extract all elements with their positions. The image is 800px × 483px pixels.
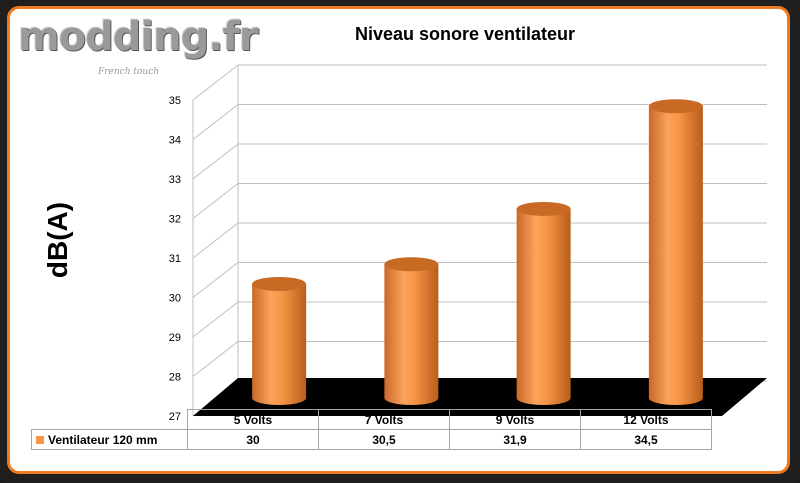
grid-line bbox=[192, 262, 767, 298]
y-tick-label: 28 bbox=[169, 372, 181, 384]
data-table-series-row: Ventilateur 120 mm 30 30,5 31,9 34,5 bbox=[31, 429, 712, 450]
bar-top bbox=[648, 99, 703, 114]
grid-line bbox=[192, 104, 767, 140]
grid-line bbox=[192, 143, 767, 180]
grid-line bbox=[192, 183, 767, 219]
data-table: 5 Volts 7 Volts 9 Volts 12 Volts Ventila… bbox=[31, 409, 712, 450]
grid-lines bbox=[192, 64, 767, 417]
bar-body bbox=[516, 208, 571, 406]
grid-line bbox=[192, 64, 767, 101]
bar-body bbox=[384, 264, 439, 405]
bar-top bbox=[384, 257, 439, 272]
data-label: 30,5 bbox=[318, 429, 450, 450]
category-label: 12 Volts bbox=[580, 409, 712, 430]
y-tick-label: 27 bbox=[169, 411, 181, 423]
bar-body bbox=[252, 284, 307, 406]
y-tick-label: 29 bbox=[169, 332, 181, 344]
y-tick-label: 30 bbox=[169, 293, 181, 305]
site-tagline: French touch bbox=[98, 67, 160, 77]
y-tick-label: 35 bbox=[169, 95, 181, 107]
y-tick-label: 32 bbox=[169, 214, 181, 226]
grid-line bbox=[192, 341, 767, 377]
category-label: 5 Volts bbox=[187, 409, 319, 430]
category-label: 7 Volts bbox=[318, 409, 450, 430]
data-label: 31,9 bbox=[449, 429, 581, 450]
category-label: 9 Volts bbox=[449, 409, 581, 430]
bars bbox=[252, 99, 703, 406]
bar bbox=[252, 277, 307, 406]
grid-line bbox=[192, 301, 767, 338]
bar-body bbox=[648, 106, 703, 406]
site-logo: modding.fr bbox=[18, 14, 259, 60]
bar bbox=[384, 257, 439, 405]
bar-top bbox=[252, 277, 307, 291]
y-axis-ticks: 27 28 29 30 31 32 33 34 35 bbox=[169, 95, 181, 423]
bar bbox=[516, 201, 571, 406]
legend-label: Ventilateur 120 mm bbox=[48, 432, 158, 447]
bar-top bbox=[516, 201, 571, 216]
data-table-corner bbox=[32, 410, 188, 430]
chart-title: Niveau sonore ventilateur bbox=[354, 24, 576, 44]
data-label: 30 bbox=[187, 429, 319, 450]
y-tick-label: 33 bbox=[169, 174, 181, 186]
data-label: 34,5 bbox=[580, 429, 712, 450]
chart-floor bbox=[193, 378, 767, 416]
bar bbox=[648, 99, 703, 406]
y-tick-label: 34 bbox=[169, 135, 181, 147]
grid-line bbox=[192, 222, 767, 259]
legend-swatch bbox=[36, 436, 44, 445]
data-table-header-row: 5 Volts 7 Volts 9 Volts 12 Volts bbox=[32, 409, 712, 430]
y-tick-label: 31 bbox=[169, 253, 181, 265]
legend-entry: Ventilateur 120 mm bbox=[31, 429, 188, 450]
